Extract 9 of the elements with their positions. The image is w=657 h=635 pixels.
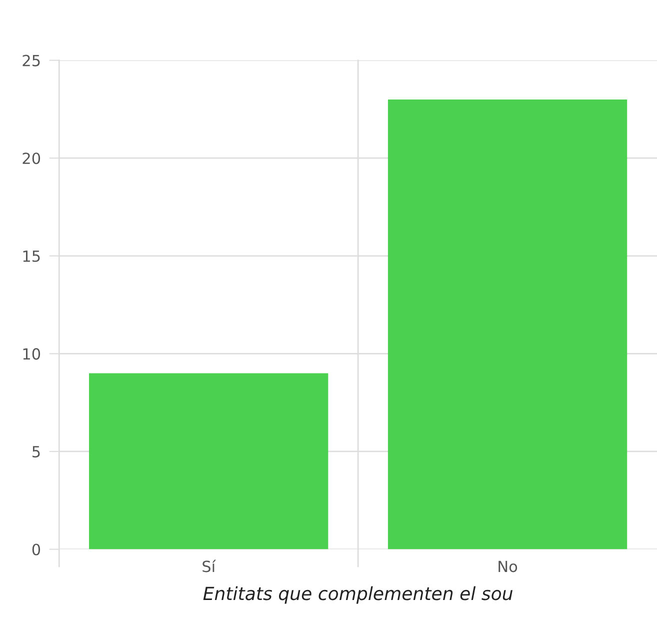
y-tick-label: 25 [22, 54, 40, 66]
x-tick-label: Sí [202, 560, 216, 572]
y-tick-label: 5 [32, 446, 40, 458]
y-tick-label: 15 [23, 250, 40, 262]
x-axis-title: Entitats que complementen el sou [203, 586, 512, 604]
y-tick-label: 20 [22, 152, 40, 164]
y-tick-label: 10 [23, 348, 40, 360]
y-tick-label: 0 [32, 544, 40, 556]
x-tick-label: No [498, 560, 518, 572]
